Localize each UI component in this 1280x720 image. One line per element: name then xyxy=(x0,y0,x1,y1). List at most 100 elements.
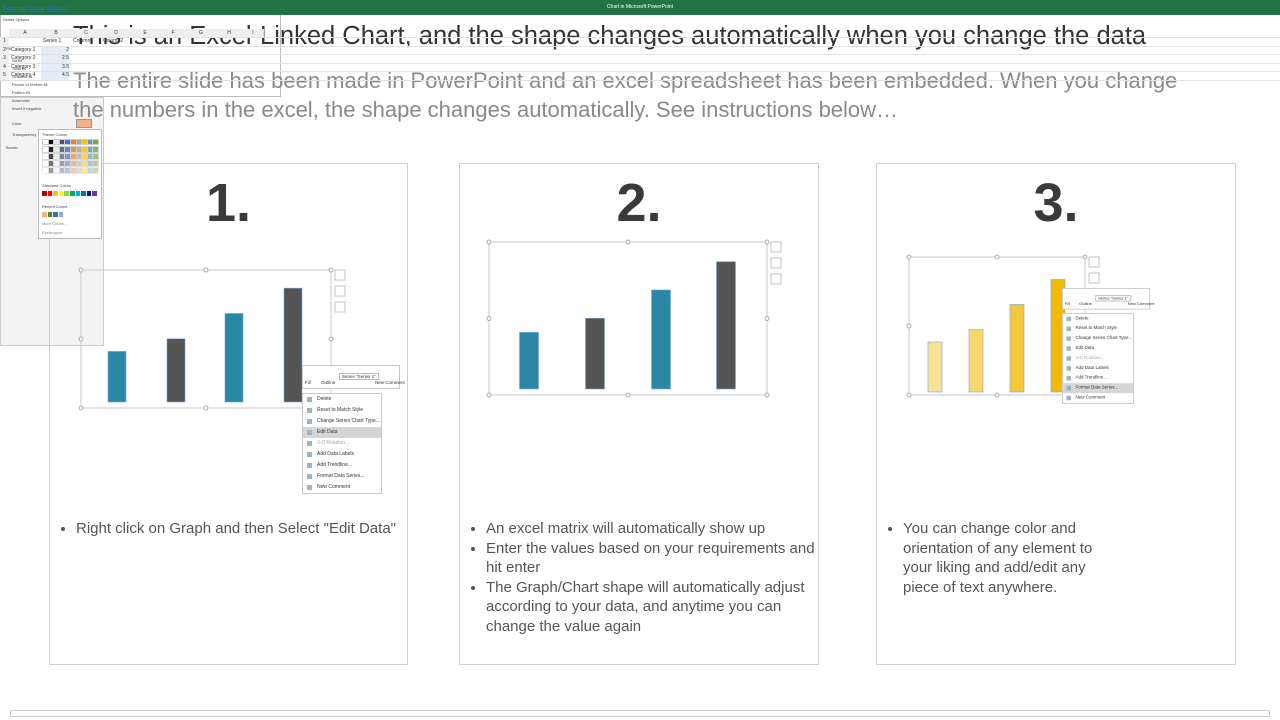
slide-subtitle: The entire slide has been made in PowerP… xyxy=(73,68,1178,122)
column-header: H xyxy=(215,29,244,37)
cell-header: Series 1 xyxy=(43,38,62,44)
menu-item: Edit Data xyxy=(1063,344,1133,354)
selection-handle xyxy=(203,267,209,273)
swatch xyxy=(47,167,55,174)
swatch xyxy=(64,191,69,196)
swatch xyxy=(86,191,92,196)
toolbar-label: Series "Series 1" xyxy=(339,373,379,380)
menu-item: New Comment xyxy=(303,482,381,493)
cell-header: Column2 xyxy=(103,38,124,44)
toolbar-label: Outline xyxy=(1079,301,1092,306)
selection-handle xyxy=(78,267,84,273)
swatch xyxy=(64,167,71,174)
bullet-list: You can change color and orientation of … xyxy=(885,519,1125,597)
swatch xyxy=(53,167,60,174)
swatch xyxy=(81,167,88,174)
column-header: B xyxy=(41,29,72,37)
swatch xyxy=(92,191,97,196)
bar xyxy=(927,341,943,393)
color-palette: Theme Colors Standard Colors Recent Colors… xyxy=(38,129,102,239)
row-number: 5 xyxy=(0,71,9,81)
bar xyxy=(585,317,605,390)
menu-item: Delete xyxy=(303,394,381,405)
toolbar-label: Outline xyxy=(321,380,336,385)
step-panel: 2. xyxy=(459,163,819,665)
bar xyxy=(1009,304,1025,393)
bullet-text: Right click on Graph and then Select "Ed… xyxy=(76,519,396,539)
cell-value: 4.5 xyxy=(41,71,69,80)
toolbar-label: New Comment xyxy=(375,380,405,385)
selection-handle xyxy=(486,239,492,245)
grid-line xyxy=(9,79,1280,81)
swatch xyxy=(42,191,47,196)
menu-item: 3-D Rotation... xyxy=(1063,354,1133,364)
toolbar-label: Fill xyxy=(305,380,311,385)
selection-handle xyxy=(486,392,492,398)
color-button xyxy=(76,119,92,128)
grid-line xyxy=(9,71,1280,72)
menu-item: 3-D Rotation... xyxy=(303,438,381,449)
bar xyxy=(283,287,303,403)
selection-handle xyxy=(1082,254,1088,260)
menu-item: Change Series Chart Type... xyxy=(303,416,381,427)
cell-value: 2 xyxy=(41,45,69,54)
pane-option: Automatic xyxy=(12,98,30,103)
grid-line xyxy=(9,45,1280,47)
bullet-list: Right click on Graph and then Select "Ed… xyxy=(58,519,396,539)
column-header: D xyxy=(101,29,132,37)
column-header: G xyxy=(187,29,216,37)
cell-label: Category 2 xyxy=(11,55,36,61)
palette-label: Standard Colors xyxy=(42,183,71,188)
bar xyxy=(224,313,244,403)
bullet-text: The Graph/Chart shape will automatically… xyxy=(486,578,826,637)
column-header: F xyxy=(159,29,188,37)
bar xyxy=(716,261,736,390)
swatch xyxy=(53,212,58,217)
swatch xyxy=(58,167,66,174)
pane-group: Border xyxy=(6,145,19,150)
bar xyxy=(651,289,671,390)
menu-item: Change Series Chart Type... xyxy=(1063,334,1133,344)
swatch xyxy=(86,167,94,174)
pane-label: Transparency xyxy=(12,132,37,137)
toolbar-label: New Comment xyxy=(1127,301,1155,306)
swatch xyxy=(92,167,99,174)
toolbar-label: Series "Series 1" xyxy=(1095,294,1132,302)
grid-line xyxy=(9,62,1280,64)
selection-handle xyxy=(486,316,492,321)
selection-handle xyxy=(764,392,770,398)
pane-label: Color xyxy=(12,121,22,126)
palette-label: Recent Colors xyxy=(42,204,68,209)
swatch xyxy=(75,167,83,174)
context-menu: Delete Reset to Match Style Change Series … xyxy=(302,393,382,494)
step-panel: 1. xyxy=(49,163,408,665)
swatch xyxy=(42,167,49,174)
chart-tool-button xyxy=(770,273,782,285)
menu-item: Delete xyxy=(1063,314,1133,324)
toolbar-label: Fill xyxy=(1064,301,1070,306)
cell-value: 3.5 xyxy=(41,62,69,71)
cell-label: Category 1 xyxy=(11,46,36,53)
swatch xyxy=(75,191,81,196)
swatch xyxy=(58,191,64,196)
bullet-text: Enter the values based on your requireme… xyxy=(486,539,826,578)
selection-handle xyxy=(78,336,84,342)
step-number: 2. xyxy=(616,173,662,233)
bar xyxy=(968,329,984,393)
column-header: I xyxy=(243,29,264,37)
chart-tool-button xyxy=(334,285,346,297)
selection-handle xyxy=(328,267,334,273)
pane-option: Invert if negative xyxy=(12,106,42,111)
mini-toolbar: Fill Outline Series "Series 1" New Comment xyxy=(1062,287,1154,310)
menu-item: Edit Data xyxy=(303,427,381,438)
selection-handle xyxy=(764,239,770,245)
selection-handle xyxy=(625,392,631,398)
swatch xyxy=(92,146,99,153)
swatch xyxy=(53,191,58,196)
selection-handle xyxy=(764,316,770,321)
selection-handle xyxy=(203,405,209,411)
swatch xyxy=(58,212,64,217)
bullet-text: You can change color and orientation of … xyxy=(903,519,1125,597)
cell-label: Category 3 xyxy=(11,63,36,70)
excel-titlebar: Chart in Microsoft PowerPoint xyxy=(0,0,1280,15)
